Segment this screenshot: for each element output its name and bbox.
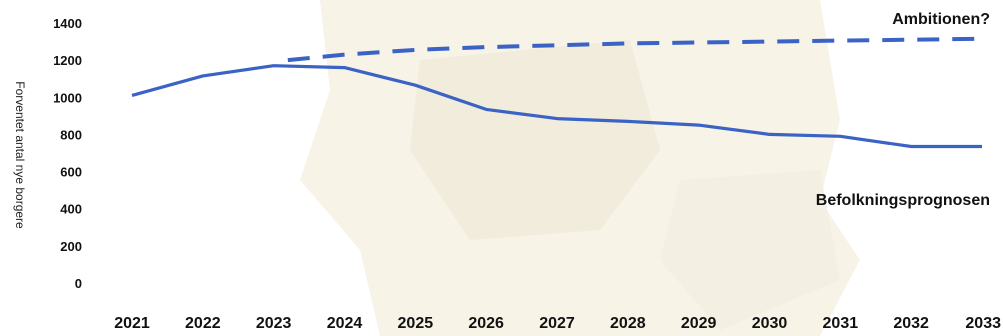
series-labels: Befolkningsprognosen Ambitionen? <box>816 11 990 209</box>
series-label-befolkningsprognosen: Befolkningsprognosen <box>816 192 990 209</box>
y-tick-label: 0 <box>75 276 82 291</box>
y-tick-label: 600 <box>60 165 82 180</box>
y-tick-label: 1400 <box>53 16 82 31</box>
y-tick-label: 1200 <box>53 53 82 68</box>
x-tick-label: 2021 <box>114 315 150 332</box>
x-tick-label: 2023 <box>256 315 292 332</box>
y-axis-label: Forventet antal nye borgere <box>13 81 27 229</box>
y-tick-label: 800 <box>60 127 82 142</box>
x-tick-label: 2032 <box>893 315 929 332</box>
x-tick-label: 2031 <box>823 315 859 332</box>
x-tick-label: 2022 <box>185 315 221 332</box>
x-axis-ticks: 2021 2022 2023 2024 2025 2026 2027 2028 2029 2030… <box>114 315 1001 332</box>
x-tick-label: 2029 <box>681 315 717 332</box>
series-line-ambitionen <box>287 36 983 63</box>
y-axis-ticks: 0 200 400 600 800 1000 1200 1400 <box>53 16 82 291</box>
x-tick-label: 2030 <box>752 315 788 332</box>
background-watermark-image <box>300 0 860 336</box>
x-tick-label: 2025 <box>398 315 434 332</box>
x-tick-label: 2024 <box>327 315 363 332</box>
x-tick-label: 2028 <box>610 315 646 332</box>
y-tick-label: 1000 <box>53 90 82 105</box>
series-line-befolkningsprognosen <box>131 64 982 149</box>
series-label-ambitionen: Ambitionen? <box>892 11 990 28</box>
series-lines <box>131 36 983 149</box>
y-tick-label: 200 <box>60 239 82 254</box>
x-tick-label: 2026 <box>468 315 504 332</box>
x-tick-label: 2027 <box>539 315 575 332</box>
y-tick-label: 400 <box>60 202 82 217</box>
x-tick-label: 2033 <box>965 315 1001 332</box>
